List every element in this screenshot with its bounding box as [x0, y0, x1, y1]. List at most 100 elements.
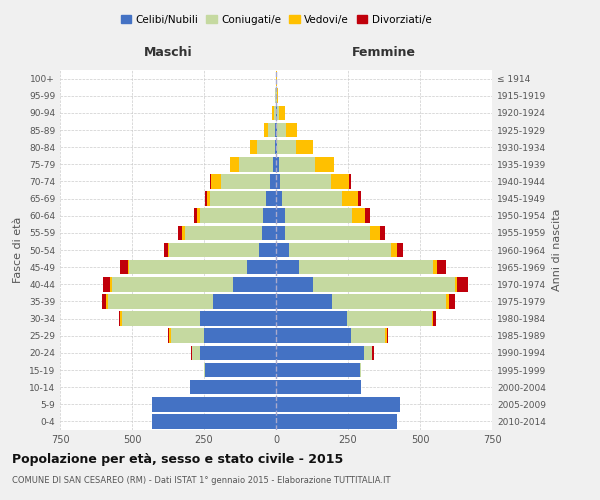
Bar — [276, 397, 400, 411]
Bar — [205, 192, 207, 206]
Bar — [280, 106, 285, 120]
Bar — [233, 277, 276, 291]
Bar — [276, 226, 284, 240]
Bar — [331, 174, 349, 188]
Bar — [204, 362, 205, 378]
Bar — [387, 328, 388, 343]
Bar — [169, 328, 171, 343]
Bar — [152, 397, 276, 411]
Bar — [385, 328, 387, 343]
Bar — [197, 208, 200, 223]
Bar — [332, 294, 446, 308]
Bar — [286, 122, 297, 138]
Bar — [276, 414, 397, 428]
Bar — [128, 260, 129, 274]
Bar — [193, 346, 200, 360]
Bar — [284, 208, 352, 223]
Bar — [315, 157, 334, 172]
Bar — [119, 312, 121, 326]
Bar — [277, 122, 286, 138]
Bar — [194, 208, 197, 223]
Bar — [168, 242, 169, 258]
Bar — [259, 242, 276, 258]
Bar — [276, 362, 359, 378]
Bar — [204, 328, 276, 343]
Text: Popolazione per età, sesso e stato civile - 2015: Popolazione per età, sesso e stato civil… — [12, 452, 343, 466]
Bar — [212, 294, 276, 308]
Bar — [313, 277, 455, 291]
Bar — [276, 380, 361, 394]
Bar — [205, 362, 276, 378]
Bar — [112, 277, 233, 291]
Bar — [276, 328, 351, 343]
Bar — [230, 157, 239, 172]
Bar — [247, 260, 276, 274]
Bar — [342, 192, 358, 206]
Bar — [266, 192, 276, 206]
Bar — [347, 312, 431, 326]
Bar — [121, 260, 128, 274]
Bar — [190, 380, 276, 394]
Bar — [437, 260, 446, 274]
Bar — [185, 226, 262, 240]
Bar — [277, 88, 278, 103]
Bar — [277, 106, 280, 120]
Bar — [191, 346, 193, 360]
Text: Femmine: Femmine — [352, 46, 416, 59]
Bar — [239, 157, 273, 172]
Bar — [364, 346, 373, 360]
Bar — [270, 174, 276, 188]
Bar — [274, 106, 276, 120]
Bar — [351, 328, 385, 343]
Bar — [171, 328, 204, 343]
Bar — [284, 226, 370, 240]
Bar — [370, 226, 380, 240]
Text: COMUNE DI SAN CESAREO (RM) - Dati ISTAT 1° gennaio 2015 - Elaborazione TUTTITALI: COMUNE DI SAN CESAREO (RM) - Dati ISTAT … — [12, 476, 391, 485]
Bar — [273, 157, 276, 172]
Bar — [210, 192, 266, 206]
Bar — [433, 312, 436, 326]
Bar — [276, 346, 364, 360]
Bar — [107, 294, 212, 308]
Bar — [110, 277, 112, 291]
Bar — [365, 208, 370, 223]
Bar — [431, 312, 433, 326]
Bar — [129, 260, 247, 274]
Bar — [373, 346, 374, 360]
Bar — [276, 242, 289, 258]
Bar — [276, 260, 299, 274]
Legend: Celibi/Nubili, Coniugati/e, Vedovi/e, Divorziati/e: Celibi/Nubili, Coniugati/e, Vedovi/e, Di… — [116, 10, 436, 29]
Bar — [169, 242, 259, 258]
Bar — [289, 242, 391, 258]
Bar — [276, 192, 282, 206]
Bar — [391, 242, 397, 258]
Bar — [280, 174, 331, 188]
Bar — [257, 140, 275, 154]
Bar — [433, 260, 437, 274]
Y-axis label: Fasce di età: Fasce di età — [13, 217, 23, 283]
Bar — [299, 260, 433, 274]
Bar — [455, 277, 457, 291]
Bar — [359, 362, 361, 378]
Bar — [200, 312, 276, 326]
Bar — [210, 174, 211, 188]
Bar — [457, 277, 467, 291]
Bar — [106, 294, 107, 308]
Bar — [178, 226, 182, 240]
Bar — [276, 294, 332, 308]
Bar — [397, 242, 403, 258]
Bar — [446, 294, 449, 308]
Bar — [296, 140, 313, 154]
Bar — [263, 208, 276, 223]
Bar — [268, 122, 275, 138]
Bar — [449, 294, 455, 308]
Bar — [211, 174, 221, 188]
Bar — [276, 208, 284, 223]
Bar — [277, 140, 296, 154]
Bar — [102, 294, 106, 308]
Bar — [282, 192, 342, 206]
Bar — [152, 414, 276, 428]
Bar — [200, 208, 263, 223]
Bar — [276, 277, 313, 291]
Bar — [276, 312, 347, 326]
